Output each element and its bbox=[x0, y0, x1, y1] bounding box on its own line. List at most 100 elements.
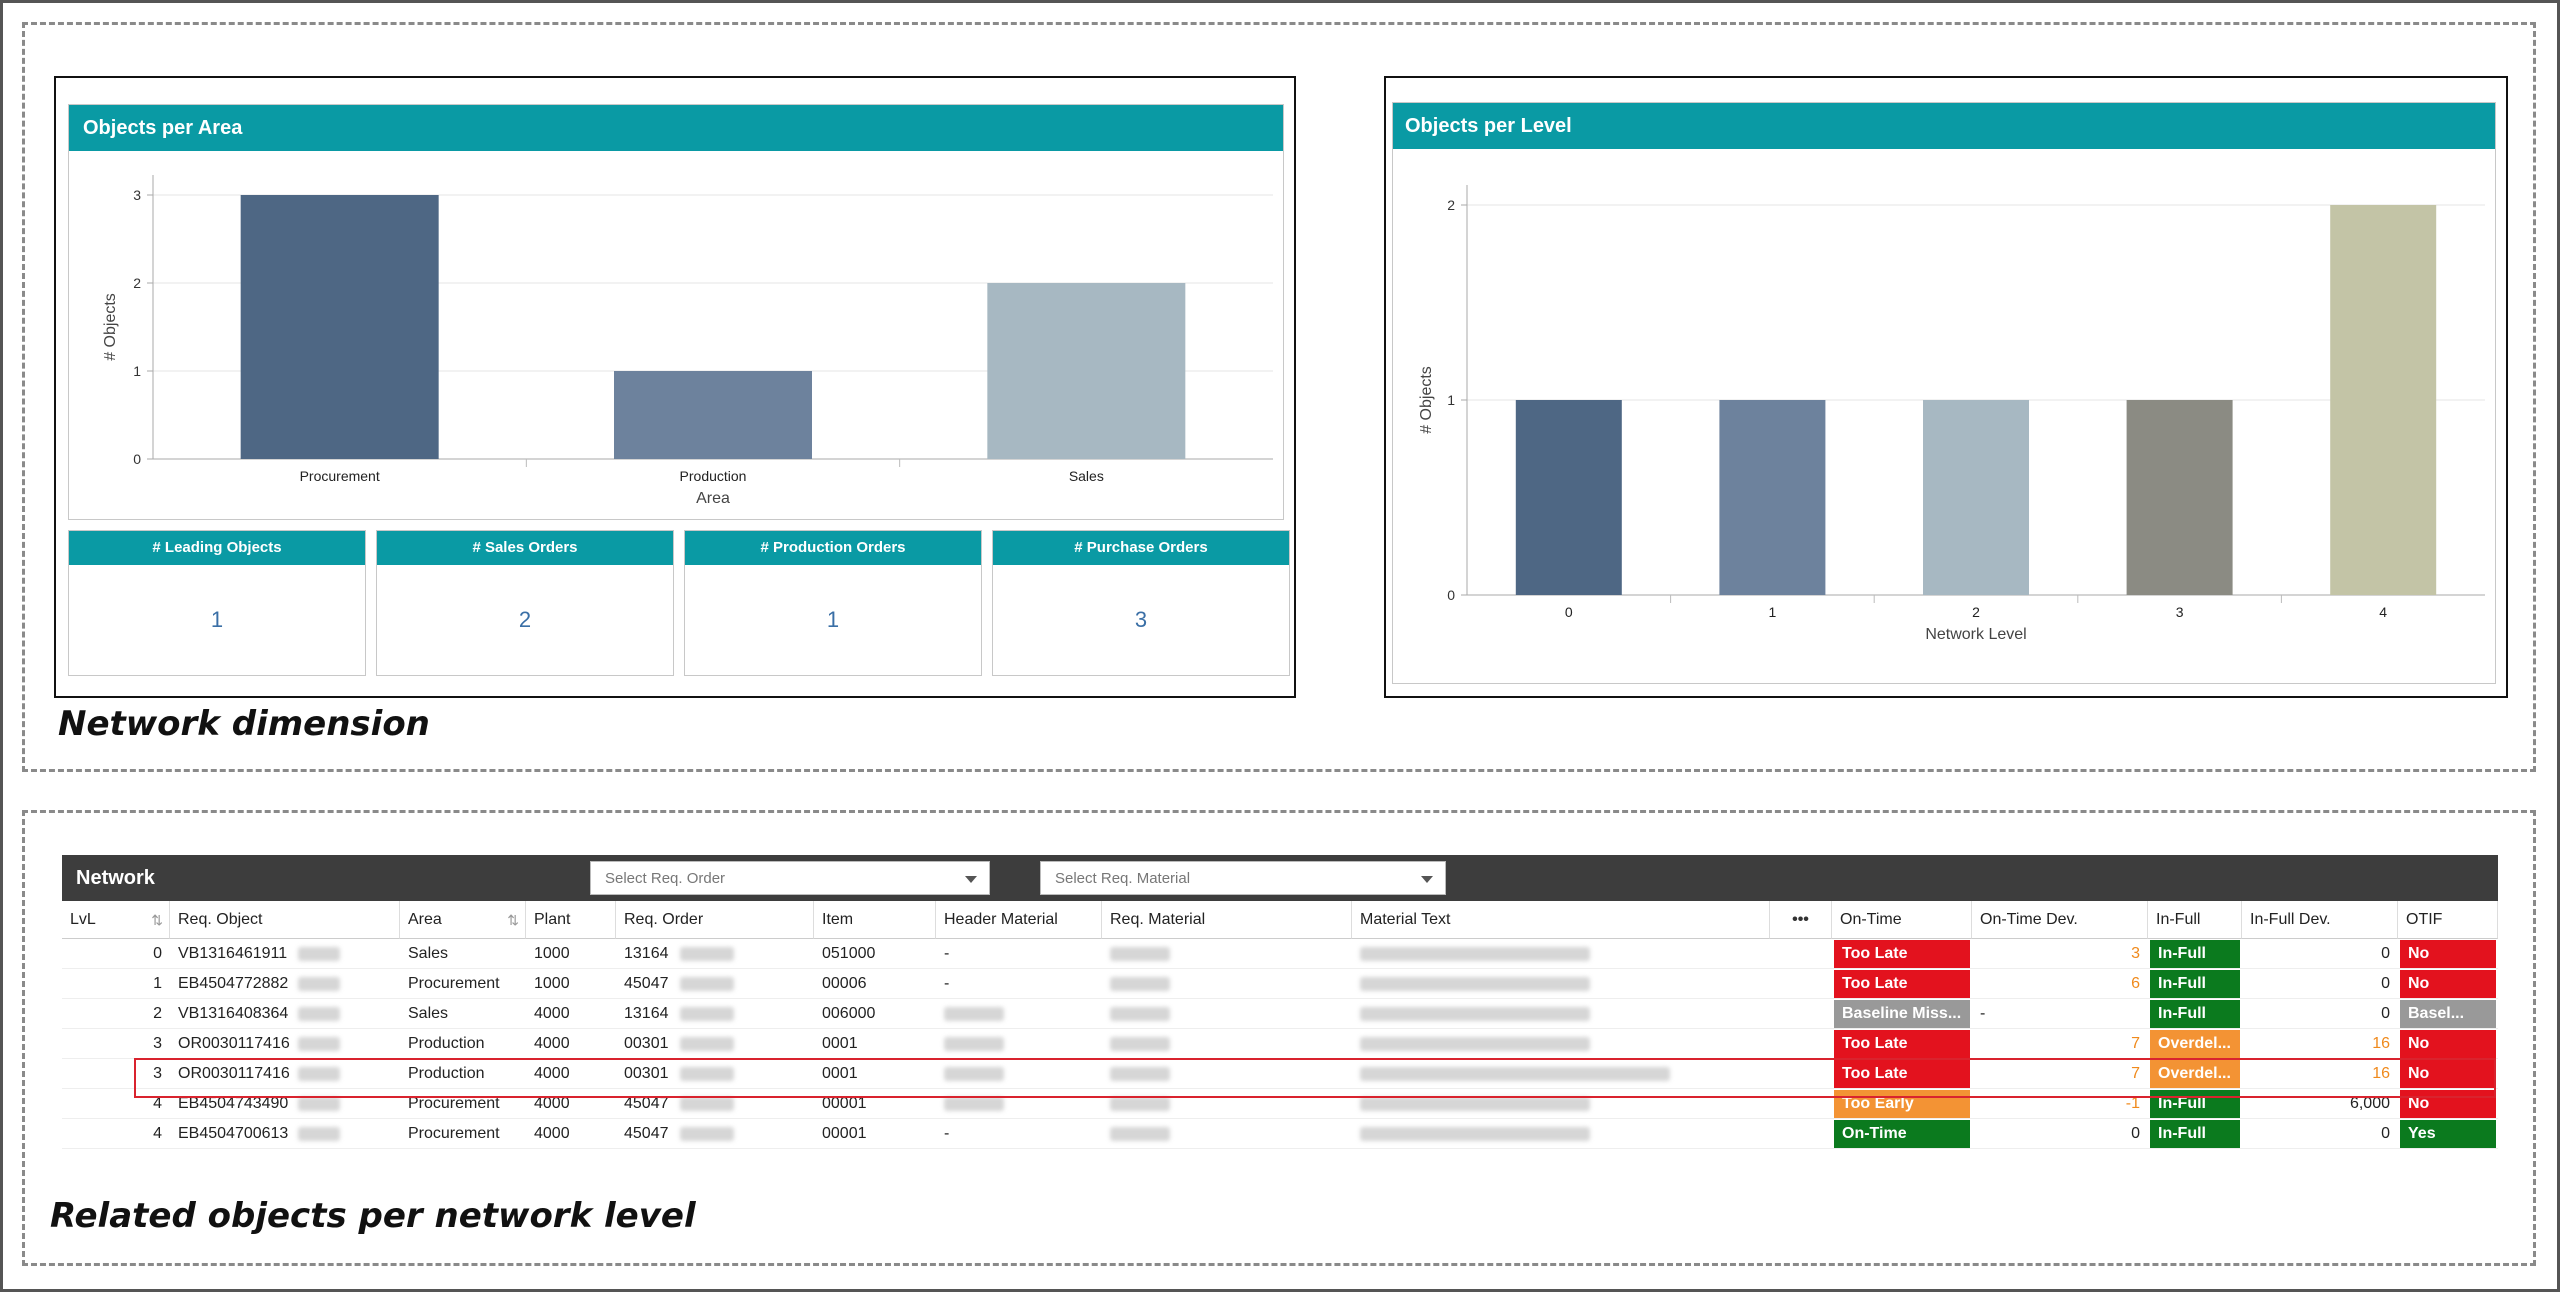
cell-on-time-dev: 7 bbox=[2131, 1065, 2140, 1082]
column-header-label: Item bbox=[822, 911, 854, 928]
x-tick-label: 2 bbox=[1972, 604, 1980, 620]
status-badge-on-time: Too Late bbox=[1834, 940, 1970, 968]
more-columns-header[interactable]: ••• bbox=[1770, 901, 1832, 939]
cell-in-full-dev: 0 bbox=[2381, 945, 2390, 962]
table-row[interactable]: 3 OR0030117416 Production 4000 00301 0001 Too … bbox=[62, 1059, 2498, 1089]
status-badge-otif: No bbox=[2400, 1090, 2496, 1118]
redacted-req-material bbox=[1110, 1067, 1170, 1081]
cell-in-full-dev: 0 bbox=[2381, 1005, 2390, 1022]
objects-per-area-card: Objects per Area 0 1 2 3 Procurement Producti… bbox=[68, 104, 1284, 520]
y-tick-label: 0 bbox=[133, 451, 141, 467]
cell-on-time-dev: - bbox=[1980, 1005, 1986, 1022]
table-row[interactable]: 1 EB4504772882 Procurement 1000 45047 00006 - T… bbox=[62, 969, 2498, 999]
x-tick-label: 1 bbox=[1769, 604, 1777, 620]
redacted-header-material bbox=[944, 1067, 1004, 1081]
sort-icon[interactable]: ⇅ bbox=[507, 912, 519, 928]
status-badge-in-full: In-Full bbox=[2150, 1120, 2240, 1148]
cell-header-material: - bbox=[944, 1125, 950, 1142]
cell-plant: 1000 bbox=[534, 975, 570, 992]
y-axis-label: # Objects bbox=[1418, 366, 1435, 434]
cell-on-time-dev: 7 bbox=[2131, 1035, 2140, 1052]
column-header-label: Plant bbox=[534, 911, 571, 928]
table-row[interactable]: 4 EB4504743490 Procurement 4000 45047 00001 To… bbox=[62, 1089, 2498, 1119]
cell-in-full-dev: 0 bbox=[2381, 975, 2390, 992]
column-header-plant[interactable]: Plant bbox=[526, 901, 616, 939]
table-row[interactable]: 3 OR0030117416 Production 4000 00301 0001 Too … bbox=[62, 1029, 2498, 1059]
chevron-down-icon bbox=[1421, 876, 1433, 883]
status-badge-otif: No bbox=[2400, 1030, 2496, 1058]
table-row[interactable]: 2 VB1316408364 Sales 4000 13164 006000 Baselin… bbox=[62, 999, 2498, 1029]
cell-header-material: - bbox=[944, 945, 950, 962]
status-badge-otif: No bbox=[2400, 1060, 2496, 1088]
column-header-req-object[interactable]: Req. Object bbox=[170, 901, 400, 939]
level-panel: Objects per Level 0 1 2 0 1 2 3 4 Network Level #… bbox=[1384, 76, 2508, 698]
cell-req-order: 45047 bbox=[624, 1125, 669, 1142]
column-header-req-order[interactable]: Req. Order bbox=[616, 901, 814, 939]
column-header-area[interactable]: Area ⇅ bbox=[400, 901, 526, 939]
x-tick-label: 3 bbox=[2176, 604, 2184, 620]
req-order-select[interactable]: Select Req. Order bbox=[590, 861, 990, 895]
cell-req-order: 13164 bbox=[624, 1005, 669, 1022]
column-header-item[interactable]: Item bbox=[814, 901, 936, 939]
redacted-order-suffix bbox=[680, 1127, 734, 1141]
redacted-order-suffix bbox=[680, 1097, 734, 1111]
bar-1 bbox=[1719, 400, 1826, 595]
cell-area: Production bbox=[408, 1035, 485, 1052]
column-header-header-material[interactable]: Header Material bbox=[936, 901, 1102, 939]
redacted-header-material bbox=[944, 1007, 1004, 1021]
column-header-in-full-dev[interactable]: In-Full Dev. bbox=[2242, 901, 2398, 939]
status-badge-in-full: In-Full bbox=[2150, 1090, 2240, 1118]
cell-req-order: 45047 bbox=[624, 975, 669, 992]
x-tick-label: Procurement bbox=[300, 468, 380, 484]
cell-plant: 4000 bbox=[534, 1035, 570, 1052]
kpi-card: # Sales Orders 2 bbox=[376, 530, 674, 676]
column-header-in-full[interactable]: In-Full bbox=[2148, 901, 2242, 939]
kpi-value: 2 bbox=[518, 607, 532, 632]
column-header-material-text[interactable]: Material Text bbox=[1352, 901, 1770, 939]
redacted-object-suffix bbox=[298, 947, 340, 961]
redacted-order-suffix bbox=[680, 977, 734, 991]
column-header-on-time-dev[interactable]: On-Time Dev. bbox=[1972, 901, 2148, 939]
chevron-down-icon bbox=[965, 876, 977, 883]
bar-3 bbox=[2126, 400, 2233, 595]
bar-4 bbox=[2330, 205, 2437, 595]
objects-per-area-title: Objects per Area bbox=[69, 105, 1283, 151]
network-table: Network Select Req. Order Select Req. Ma… bbox=[62, 855, 2498, 1175]
cell-lvl: 1 bbox=[153, 975, 162, 992]
more-icon[interactable]: ••• bbox=[1792, 911, 1809, 928]
cell-area: Procurement bbox=[408, 1095, 500, 1112]
kpi-label: # Leading Objects bbox=[69, 531, 365, 565]
kpi-card: # Production Orders 1 bbox=[684, 530, 982, 676]
cell-plant: 1000 bbox=[534, 945, 570, 962]
redacted-material-text bbox=[1360, 1097, 1590, 1111]
table-row[interactable]: 0 VB1316461911 Sales 1000 13164 051000 - Too La… bbox=[62, 939, 2498, 969]
related-objects-caption: Related objects per network level bbox=[50, 1196, 696, 1236]
column-header-label: Req. Order bbox=[624, 911, 704, 928]
kpi-value: 1 bbox=[210, 607, 224, 632]
table-row[interactable]: 4 EB4504700613 Procurement 4000 45047 00001 - O… bbox=[62, 1119, 2498, 1149]
column-header-label: On-Time Dev. bbox=[1980, 911, 2078, 928]
column-header-req-material[interactable]: Req. Material bbox=[1102, 901, 1352, 939]
redacted-header-material bbox=[944, 1097, 1004, 1111]
sort-icon[interactable]: ⇅ bbox=[151, 912, 163, 928]
objects-per-area-chart: 0 1 2 3 Procurement Production Sales Area # Obje… bbox=[102, 175, 1273, 507]
column-header-label: In-Full bbox=[2156, 911, 2201, 928]
bar-2 bbox=[1923, 400, 2029, 595]
cell-req-order: 45047 bbox=[624, 1095, 669, 1112]
redacted-req-material bbox=[1110, 947, 1170, 961]
status-badge-on-time: Baseline Miss... bbox=[1834, 1000, 1970, 1028]
cell-on-time-dev: 6 bbox=[2131, 975, 2140, 992]
column-header-otif[interactable]: OTIF bbox=[2398, 901, 2498, 939]
cell-item: 00006 bbox=[822, 975, 867, 992]
status-badge-otif: No bbox=[2400, 970, 2496, 998]
req-material-select[interactable]: Select Req. Material bbox=[1040, 861, 1446, 895]
network-dimension-caption: Network dimension bbox=[58, 704, 430, 744]
kpi-value: 3 bbox=[1134, 607, 1148, 632]
cell-lvl: 4 bbox=[153, 1095, 162, 1112]
area-panel: Objects per Area 0 1 2 3 Procurement Producti… bbox=[54, 76, 1296, 698]
kpi-label: # Production Orders bbox=[685, 531, 981, 565]
column-header-on-time[interactable]: On-Time bbox=[1832, 901, 1972, 939]
column-header-lvl[interactable]: LvL ⇅ bbox=[62, 901, 170, 939]
kpi-card: # Leading Objects 1 bbox=[68, 530, 366, 676]
status-badge-in-full: Overdel... bbox=[2150, 1060, 2240, 1088]
